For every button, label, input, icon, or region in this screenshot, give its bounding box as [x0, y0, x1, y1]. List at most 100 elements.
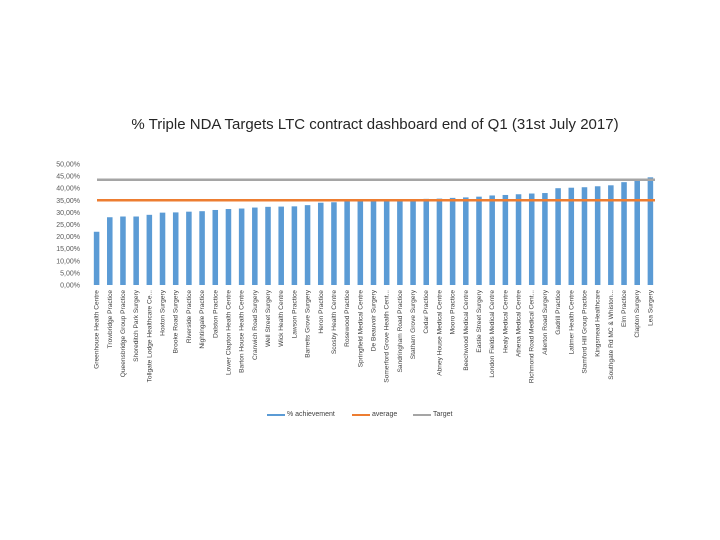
bar: [608, 185, 614, 285]
bar: [634, 180, 640, 285]
y-tick-label: 40,00%: [56, 186, 80, 193]
bar: [489, 195, 495, 285]
legend-average-label: average: [372, 411, 398, 418]
bar: [172, 212, 179, 285]
legend-achievement-swatch: [267, 413, 285, 416]
x-tick-label: Lower Clapton Health Centre: [225, 290, 232, 375]
legend-achievement-label: % achievement: [287, 411, 335, 418]
bar: [186, 211, 192, 285]
x-tick-label: Sandringham Road Practice: [397, 290, 404, 373]
x-tick-label: Tollgate Lodge Healthcare Ce...: [146, 290, 153, 383]
bar: [383, 200, 390, 285]
bar: [370, 200, 377, 285]
x-tick-label: Kingsmead Healthcare: [595, 290, 602, 357]
x-tick-label: Wick Health Centre: [278, 290, 285, 347]
bar: [199, 211, 205, 285]
x-tick-label: Queensbridge Group Practice: [120, 290, 127, 378]
x-tick-label: De Beauvoir Surgery: [371, 289, 378, 351]
bar: [568, 187, 575, 285]
bar: [146, 214, 153, 285]
bar: [621, 182, 627, 285]
bar: [212, 209, 219, 285]
x-tick-label: Abney House Medical Centre: [436, 290, 443, 376]
x-tick-label: Beechwood Medical Centre: [463, 290, 470, 371]
bar: [397, 200, 403, 285]
bar: [436, 198, 443, 285]
bar: [555, 188, 561, 285]
bar: [410, 200, 416, 285]
x-tick-label: Lawson Practice: [291, 290, 298, 339]
x-tick-label: Cranwich Road Surgery: [252, 289, 259, 360]
bar: [528, 193, 535, 285]
x-tick-label: Heron Practice: [318, 290, 325, 334]
bar: [502, 194, 509, 285]
bar: [647, 177, 654, 285]
x-tick-label: Somerford Grove Health Cent...: [384, 290, 391, 383]
x-tick-label: Elm Practice: [621, 290, 628, 327]
x-tick-label: Hoxton Surgery: [160, 289, 167, 336]
y-tick-label: 45,00%: [56, 174, 80, 181]
x-tick-label: Brooke Road Surgery: [173, 289, 180, 353]
bar: [463, 197, 469, 285]
bar: [238, 208, 245, 285]
bars: [93, 177, 654, 285]
x-tick-label: Shoreditch Park Surgery: [133, 289, 140, 362]
y-tick-label: 10,00%: [56, 258, 80, 265]
legend-target-swatch: [413, 413, 431, 416]
legend-target: Target: [413, 411, 452, 418]
y-tick-label: 35,00%: [56, 198, 80, 205]
x-tick-label: Gadrill Practice: [555, 290, 562, 335]
y-tick-label: 0,00%: [60, 283, 80, 290]
bar: [133, 216, 139, 285]
legend: % achievement average Target: [0, 411, 720, 425]
x-tick-label: Statham Grove Surgery: [410, 289, 417, 359]
bar: [291, 206, 298, 285]
x-tick-label: London Fields Medical Centre: [489, 290, 496, 378]
x-tick-label: Rosewood Practice: [344, 290, 351, 347]
bar: [594, 186, 601, 285]
bar: [159, 212, 166, 285]
x-tick-label: Trowbridge Practice: [107, 290, 114, 349]
x-tick-label: Lea Surgery: [647, 289, 654, 326]
bar: [449, 197, 456, 285]
chart-title: % Triple NDA Targets LTC contract dashbo…: [131, 116, 619, 133]
bar: [278, 206, 284, 285]
x-tick-label: Stamford Hill Group Practice: [581, 290, 588, 374]
x-tick-label: Richmond Road Medical Cent...: [529, 290, 536, 383]
bar: [120, 216, 126, 285]
x-tick-label: Riverside Practice: [186, 290, 193, 343]
bar: [252, 207, 258, 285]
y-tick-label: 5,00%: [60, 270, 80, 277]
legend-average: average: [352, 411, 397, 418]
x-tick-label: Well Street Surgery: [265, 289, 272, 347]
x-tick-label: Barretts Grove Surgery: [305, 289, 312, 357]
bar: [304, 205, 311, 285]
x-tick-label: Latimer Health Centre: [568, 290, 575, 355]
bar: [476, 196, 482, 285]
bar: [265, 206, 271, 285]
x-tick-label: Greenhouse Health Centre: [94, 290, 101, 369]
x-tick-label: Scosby Health Centre: [331, 290, 338, 354]
x-tick-label: Allerton Road Surgery: [542, 289, 549, 355]
bar: [317, 202, 324, 285]
x-tick-label: Barton House Health Centre: [239, 290, 246, 373]
legend-achievement: % achievement: [267, 411, 335, 418]
reference-lines: [97, 178, 655, 202]
bar: [225, 209, 232, 285]
x-tick-label: Athena Medical Centre: [516, 290, 523, 357]
y-tick-label: 30,00%: [56, 210, 80, 217]
bar: [344, 201, 350, 285]
bar: [423, 198, 430, 285]
bar: [331, 202, 337, 285]
bar: [93, 231, 100, 285]
bar: [515, 194, 522, 285]
x-tick-label: Springfield Medical Centre: [357, 290, 364, 368]
y-tick-label: 15,00%: [56, 246, 80, 253]
y-tick-label: 50,00%: [56, 162, 80, 169]
y-tick-label: 20,00%: [56, 234, 80, 241]
x-tick-label: Dalston Practice: [212, 290, 219, 338]
bar: [542, 193, 548, 285]
x-tick-label: Clapton Surgery: [634, 289, 641, 337]
y-tick-label: 25,00%: [56, 222, 80, 229]
